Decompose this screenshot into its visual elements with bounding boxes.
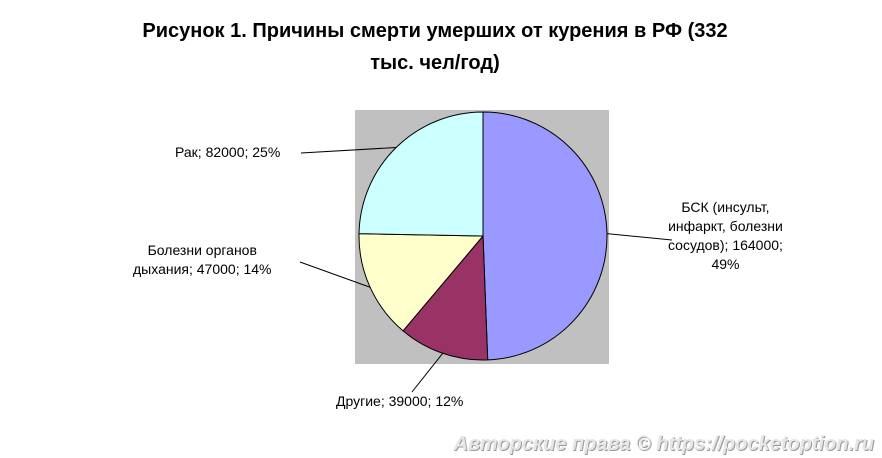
slice-label-respiratory: Болезни органов дыхания; 47000; 14% bbox=[133, 242, 272, 277]
slice-cancer bbox=[358, 111, 484, 237]
slice-label-bsk: БСК (инсульт, инфаркт, болезни сосудов);… bbox=[668, 199, 783, 272]
leader-line-other bbox=[411, 352, 444, 393]
leader-line-cancer bbox=[300, 146, 397, 154]
slice-label-cancer: Рак; 82000; 25% bbox=[175, 144, 281, 160]
slice-other bbox=[402, 234, 489, 361]
slice-bsk bbox=[482, 111, 608, 361]
copyright-watermark: Авторские права © https://pocketoption.r… bbox=[453, 433, 874, 455]
leader-line-bsk bbox=[606, 233, 673, 241]
slice-label-other: Другие; 39000; 12% bbox=[336, 393, 464, 409]
chart-title-line-1: Рисунок 1. Причины смерти умерших от кур… bbox=[142, 20, 728, 42]
chart-title-line-2: тыс. чел/год) bbox=[370, 52, 500, 74]
leader-line-respiratory bbox=[299, 261, 371, 288]
